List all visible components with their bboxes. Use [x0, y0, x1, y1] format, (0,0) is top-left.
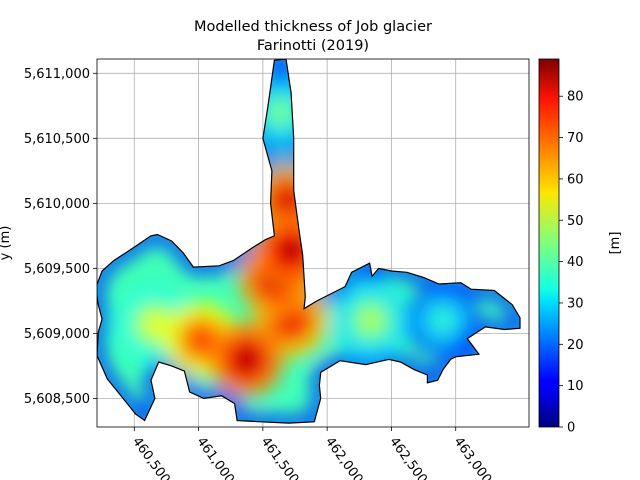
thickness-hotspot	[357, 307, 384, 334]
thickness-hotspot	[141, 311, 168, 338]
y-tick-label: 5,610,000	[24, 197, 90, 212]
thickness-hotspot	[267, 99, 294, 126]
y-tick-label: 5,611,000	[24, 67, 90, 82]
y-tick-label: 5,609,000	[24, 327, 90, 342]
x-tick-label: 462,000	[322, 435, 366, 480]
y-tick-label: 5,608,500	[24, 392, 90, 407]
colorbar-tick-label: 10	[567, 379, 584, 394]
colorbar-axis: 0 10 20 30 40 50 60 70 80	[559, 90, 584, 436]
x-tick-label: 463,000	[450, 435, 494, 480]
chart-subtitle: Farinotti (2019)	[257, 38, 369, 54]
x-tick-label: 461,500	[258, 435, 302, 480]
colorbar-tick-label: 80	[567, 90, 584, 105]
colorbar-label: [m]	[608, 232, 623, 255]
colorbar-tick-label: 40	[567, 255, 584, 270]
chart-title: Modelled thickness of Job glacier	[194, 19, 432, 35]
colorbar-tick-label: 30	[567, 296, 584, 311]
colorbar-tick-label: 0	[567, 421, 575, 436]
heatmap-layer	[97, 59, 521, 424]
thickness-hotspot	[278, 237, 305, 264]
glacier-outline	[97, 59, 521, 424]
thickness-hotspot	[429, 307, 456, 334]
colorbar-tick-label: 70	[567, 131, 584, 146]
colorbar-tick-label: 50	[567, 214, 584, 229]
thickness-hotspot	[188, 326, 215, 353]
thickness-hotspot	[275, 189, 302, 216]
x-tick-label: 460,500	[129, 435, 173, 480]
plot-frame	[96, 58, 530, 428]
y-axis: 5,611,000 5,610,500 5,610,000 5,609,500 5,60…	[24, 67, 97, 407]
y-tick-label: 5,610,500	[24, 132, 90, 147]
thickness-hotspot	[233, 346, 260, 373]
x-tick-label: 461,000	[193, 435, 237, 480]
y-tick-label: 5,609,500	[24, 262, 90, 277]
colorbar-tick-label: 20	[567, 338, 584, 353]
colorbar	[538, 58, 560, 428]
colorbar-tick-label: 60	[567, 172, 584, 187]
x-axis: 460,500 461,000 461,500 462,000 462,500 463,0…	[129, 427, 494, 480]
y-axis-label: y (m)	[0, 226, 13, 261]
x-tick-label: 462,500	[386, 435, 430, 480]
